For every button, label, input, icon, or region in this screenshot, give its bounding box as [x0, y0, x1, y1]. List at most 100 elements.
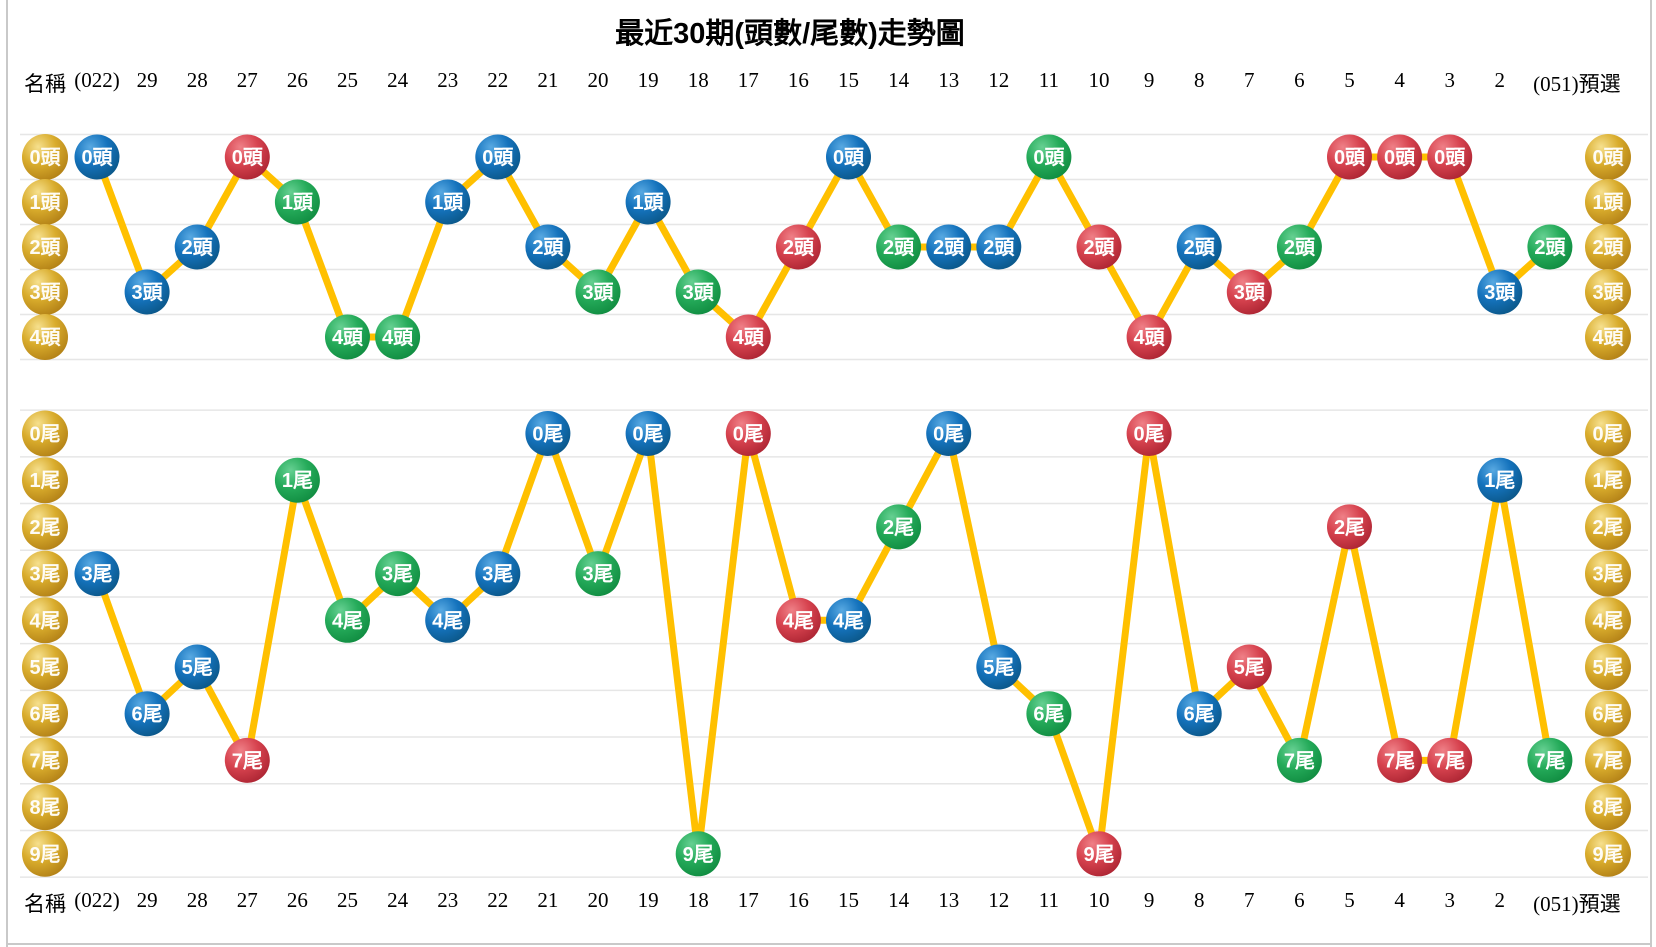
tail-ball-4: 1尾: [274, 457, 320, 503]
head-ball-7: 1頭: [425, 179, 471, 225]
head-chart: 0頭 0頭 1頭 1頭 2頭 2頭 3頭 3頭 4頭 4頭 0頭 3頭 2頭 0頭 1頭 4頭 4頭 1頭 0頭 2頭…: [20, 133, 1648, 361]
head-axis-ball-right-1: 1頭: [1585, 179, 1631, 225]
tail-ball-3: 7尾: [224, 737, 270, 783]
window-left-border: [6, 0, 8, 947]
tail-ball-14: 4尾: [775, 597, 821, 643]
header-period-label-4: 26: [286, 68, 308, 92]
head-ball-12: 3頭: [675, 269, 721, 315]
head-ball-9: 2頭: [525, 224, 571, 270]
head-ball-4: 1頭: [274, 179, 320, 225]
head-ball-28: 3頭: [1477, 269, 1523, 315]
header-period-label-29: (051)預選: [1533, 72, 1621, 96]
head-axis-ball-right-2: 2頭: [1585, 224, 1631, 270]
tail-ball-22: 6尾: [1176, 691, 1222, 737]
svg-text:5尾: 5尾: [182, 657, 213, 679]
svg-text:3頭: 3頭: [1234, 282, 1266, 304]
header-period-label-14: 16: [787, 68, 809, 92]
footer-period-label-20: 10: [1088, 888, 1110, 912]
footer-period-label-24: 6: [1294, 888, 1305, 912]
svg-text:4尾: 4尾: [29, 610, 60, 632]
tail-gridlines: [20, 409, 1648, 878]
svg-text:0頭: 0頭: [1033, 147, 1065, 169]
header-period-label-8: 22: [487, 68, 509, 92]
tail-axis-ball-right-7: 7尾: [1585, 737, 1631, 784]
svg-text:0頭: 0頭: [482, 147, 514, 169]
header-period-label-2: 28: [186, 68, 208, 92]
footer-period-label-14: 16: [787, 888, 809, 912]
svg-text:7尾: 7尾: [232, 750, 263, 772]
svg-text:3頭: 3頭: [683, 282, 715, 304]
tail-axis-ball-right-1: 1尾: [1585, 457, 1631, 504]
svg-text:0頭: 0頭: [1434, 147, 1466, 169]
tail-ball-18: 5尾: [976, 644, 1022, 690]
tail-ball-27: 7尾: [1427, 737, 1473, 783]
head-ball-22: 2頭: [1176, 224, 1222, 270]
svg-text:2頭: 2頭: [933, 237, 965, 259]
svg-text:3頭: 3頭: [1592, 282, 1624, 304]
tail-ball-15: 4尾: [826, 597, 871, 643]
head-ball-5: 4頭: [325, 314, 370, 360]
header-period-label-10: 20: [587, 68, 609, 92]
svg-text:0頭: 0頭: [232, 147, 264, 169]
tail-trend-line: [93, 430, 1554, 858]
footer-period-label-23: 7: [1244, 888, 1255, 912]
svg-text:2頭: 2頭: [783, 237, 815, 259]
tail-ball-11: 0尾: [625, 411, 671, 456]
head-axis-ball-left-1: 1頭: [22, 179, 68, 225]
svg-text:0尾: 0尾: [1134, 424, 1165, 446]
tail-ball-7: 4尾: [425, 597, 471, 643]
footer-period-label-22: 8: [1193, 888, 1205, 912]
footer-axis-name-label: 名稱: [24, 892, 66, 916]
tail-axis-ball-left-5: 5尾: [22, 644, 68, 690]
head-ball-26: 0頭: [1377, 134, 1423, 180]
head-ball-14: 2頭: [775, 224, 821, 270]
svg-text:2頭: 2頭: [983, 237, 1015, 259]
tail-ball-13: 0尾: [725, 411, 771, 456]
footer-period-label-21: 9: [1143, 888, 1155, 912]
svg-text:3尾: 3尾: [482, 564, 513, 586]
tail-ball-17: 0尾: [926, 411, 972, 456]
svg-text:6尾: 6尾: [1033, 704, 1064, 726]
tail-ball-8: 3尾: [475, 551, 521, 597]
svg-text:3頭: 3頭: [582, 282, 614, 304]
tail-ball-1: 6尾: [124, 691, 170, 737]
tail-ball-12: 9尾: [675, 831, 721, 877]
svg-text:9尾: 9尾: [683, 844, 714, 866]
svg-text:2頭: 2頭: [1184, 237, 1216, 259]
svg-text:7尾: 7尾: [1534, 750, 1565, 772]
svg-text:1頭: 1頭: [282, 192, 314, 214]
header-period-label-24: 6: [1294, 68, 1305, 92]
tail-axis-ball-right-4: 4尾: [1585, 597, 1631, 644]
tail-axis-ball-left-6: 6尾: [22, 690, 68, 737]
head-ball-16: 2頭: [876, 224, 922, 270]
svg-text:4尾: 4尾: [1592, 610, 1623, 632]
footer-period-label-16: 14: [888, 888, 910, 912]
svg-text:7尾: 7尾: [1284, 750, 1315, 772]
tail-axis-ball-left-3: 3尾: [22, 550, 68, 597]
svg-text:0尾: 0尾: [532, 424, 563, 446]
tail-axis-ball-left-2: 2尾: [22, 503, 68, 550]
footer-period-label-28: 2: [1494, 888, 1506, 912]
footer-period-label-5: 25: [337, 888, 358, 912]
svg-text:1頭: 1頭: [29, 192, 61, 214]
footer-period-label-11: 19: [637, 888, 659, 912]
header-period-label-23: 7: [1244, 68, 1255, 92]
footer-period-row: 名稱 (022) 29 28 27 26 25 24 23 22 21 20 19 18 17 16 15 14 1…: [0, 888, 1656, 918]
tail-axis-ball-right-8: 8尾: [1585, 784, 1631, 831]
window-bottom-border: [6, 943, 1652, 945]
window-right-border: [1650, 0, 1652, 947]
svg-text:2頭: 2頭: [182, 237, 214, 259]
svg-text:0尾: 0尾: [29, 424, 60, 446]
header-period-label-6: 24: [387, 68, 409, 92]
footer-period-label-18: 12: [988, 888, 1010, 912]
tail-ball-25: 2尾: [1327, 504, 1372, 550]
svg-text:7尾: 7尾: [29, 750, 60, 772]
tail-axis-ball-right-3: 3尾: [1585, 550, 1631, 597]
header-period-label-11: 19: [637, 68, 659, 92]
svg-text:0尾: 0尾: [933, 424, 964, 446]
svg-text:4頭: 4頭: [382, 327, 414, 349]
svg-text:3頭: 3頭: [132, 282, 164, 304]
head-axis-ball-right-0: 0頭: [1585, 134, 1631, 180]
svg-text:4頭: 4頭: [332, 327, 364, 349]
